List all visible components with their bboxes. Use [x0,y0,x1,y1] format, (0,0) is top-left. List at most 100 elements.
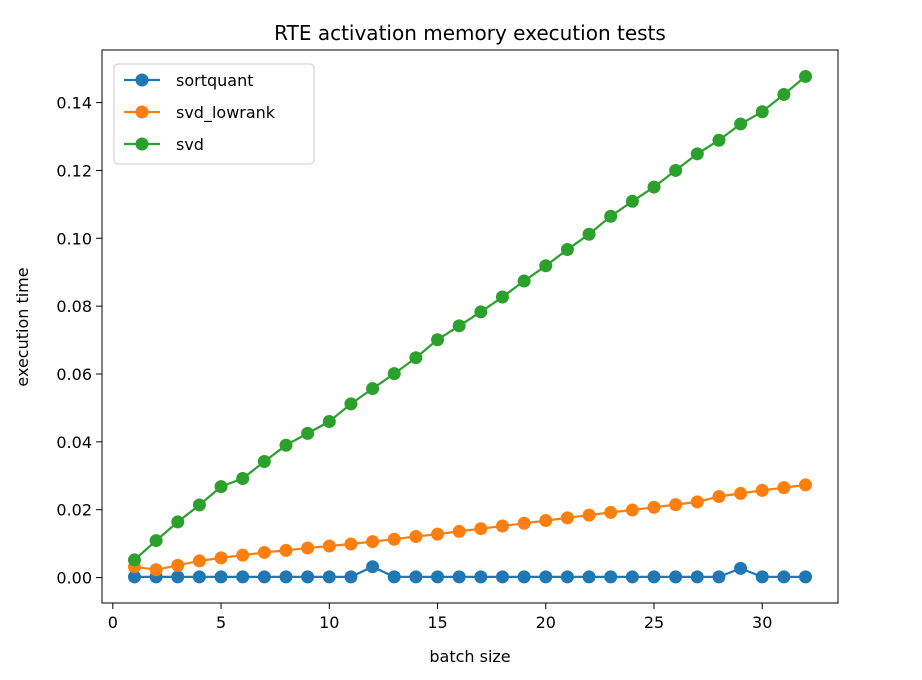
data-point-sortquant [712,570,726,584]
data-point-sortquant [734,561,748,575]
data-point-svd_lowrank [474,522,488,536]
data-point-svd [344,397,358,411]
data-point-svd_lowrank [344,537,358,551]
y-tick-label: 0.00 [56,569,92,588]
data-point-sortquant [431,570,445,584]
data-point-sortquant [387,570,401,584]
data-point-svd [560,242,574,256]
data-point-sortquant [344,570,358,584]
data-point-sortquant [171,570,185,584]
data-point-svd [539,259,553,273]
data-point-sortquant [236,570,250,584]
data-point-svd [409,351,423,365]
data-point-svd_lowrank [755,483,769,497]
data-point-svd [582,227,596,241]
data-point-svd [777,87,791,101]
data-point-svd [127,553,141,567]
data-point-svd_lowrank [604,505,618,519]
data-point-svd_lowrank [799,478,813,492]
legend-label: svd [176,135,204,154]
data-point-sortquant [539,570,553,584]
data-point-svd [149,534,163,548]
data-point-sortquant [366,560,380,574]
data-point-svd [712,133,726,147]
data-point-svd [171,515,185,529]
data-point-svd [647,180,661,194]
data-point-svd_lowrank [777,481,791,495]
data-point-svd [192,498,206,512]
data-point-sortquant [279,570,293,584]
plot-area [127,69,813,584]
data-point-svd [474,305,488,319]
data-point-svd_lowrank [322,539,336,553]
data-point-svd [257,455,271,469]
data-point-svd_lowrank [236,548,250,562]
y-tick-label: 0.06 [56,365,92,384]
data-point-svd [322,414,336,428]
data-point-svd_lowrank [409,530,423,544]
series-sortquant [127,560,813,584]
data-point-svd [301,426,315,440]
x-axis-label: batch size [429,647,510,666]
data-point-sortquant [625,570,639,584]
data-point-svd_lowrank [301,541,315,555]
x-tick-label: 20 [536,613,556,632]
data-point-sortquant [301,570,315,584]
series-line-sortquant [134,565,806,579]
y-axis-label: execution time [13,267,32,386]
y-tick-label: 0.04 [56,433,92,452]
y-tick-label: 0.02 [56,501,92,520]
data-point-svd [366,382,380,396]
x-tick-label: 25 [644,613,664,632]
data-point-svd [604,209,618,223]
data-point-svd [690,147,704,161]
data-point-svd_lowrank [279,543,293,557]
series-svd_lowrank [127,478,813,577]
data-point-svd_lowrank [625,503,639,517]
data-point-sortquant [669,570,683,584]
data-point-svd_lowrank [257,545,271,559]
legend-marker [135,137,149,151]
data-point-svd_lowrank [387,532,401,546]
data-point-svd_lowrank [149,563,163,577]
data-point-sortquant [192,570,206,584]
data-point-sortquant [214,570,228,584]
data-point-svd [625,194,639,208]
series-line-svd_lowrank [134,483,806,571]
y-tick-label: 0.10 [56,229,92,248]
data-point-sortquant [495,570,509,584]
data-point-svd_lowrank [192,554,206,568]
x-tick-label: 0 [108,613,118,632]
data-point-sortquant [560,570,574,584]
data-point-sortquant [582,570,596,584]
data-point-svd_lowrank [214,551,228,565]
data-point-sortquant [474,570,488,584]
data-point-sortquant [755,570,769,584]
x-tick-label: 15 [427,613,447,632]
data-point-sortquant [799,570,813,584]
data-point-sortquant [517,570,531,584]
data-point-svd_lowrank [647,500,661,514]
x-tick-label: 30 [752,613,772,632]
data-point-svd_lowrank [431,527,445,541]
data-point-svd_lowrank [734,486,748,500]
data-point-sortquant [452,570,466,584]
legend-item-sortquant: sortquant [124,71,254,90]
data-point-svd [236,471,250,485]
x-tick-label: 10 [319,613,339,632]
y-tick-label: 0.14 [56,94,92,113]
data-point-svd [214,480,228,494]
data-point-sortquant [690,570,704,584]
data-point-svd_lowrank [560,511,574,525]
x-tick-label: 5 [216,613,226,632]
data-point-sortquant [647,570,661,584]
data-point-svd [387,367,401,381]
data-point-sortquant [322,570,336,584]
data-point-svd [279,438,293,452]
data-point-svd_lowrank [712,489,726,503]
data-point-svd [799,69,813,83]
data-point-sortquant [604,570,618,584]
